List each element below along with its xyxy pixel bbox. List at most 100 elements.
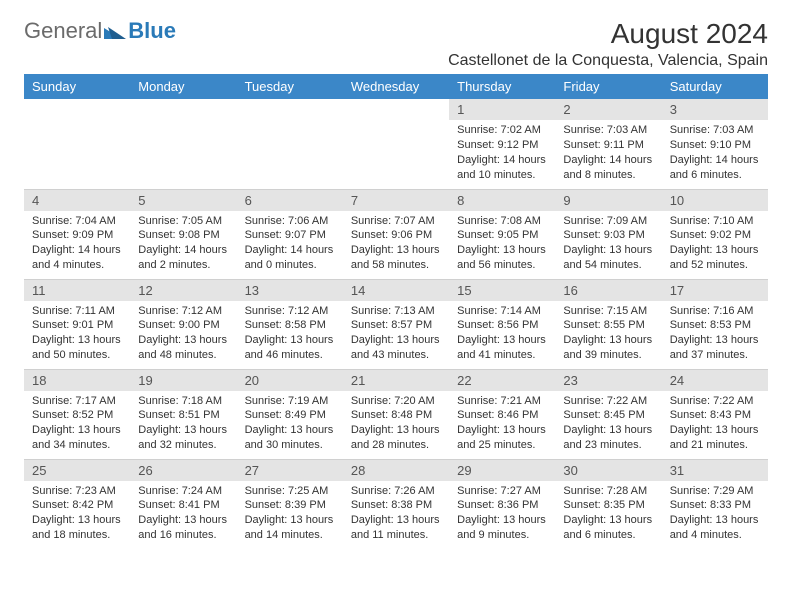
day-info: Sunrise: 7:02 AMSunset: 9:12 PMDaylight:… [449,120,555,187]
calendar-day-cell: 13Sunrise: 7:12 AMSunset: 8:58 PMDayligh… [237,279,343,369]
day-number: 22 [449,370,555,391]
weekday-header-row: SundayMondayTuesdayWednesdayThursdayFrid… [24,74,768,99]
calendar-body: 1Sunrise: 7:02 AMSunset: 9:12 PMDaylight… [24,99,768,549]
day-number: 3 [662,99,768,120]
calendar-day-cell: 1Sunrise: 7:02 AMSunset: 9:12 PMDaylight… [449,99,555,189]
day-number: 18 [24,370,130,391]
calendar-day-cell: 4Sunrise: 7:04 AMSunset: 9:09 PMDaylight… [24,189,130,279]
weekday-header: Thursday [449,74,555,99]
day-info: Sunrise: 7:22 AMSunset: 8:45 PMDaylight:… [555,391,661,458]
day-info: Sunrise: 7:12 AMSunset: 9:00 PMDaylight:… [130,301,236,368]
day-number: 25 [24,460,130,481]
day-number: 5 [130,190,236,211]
day-info: Sunrise: 7:25 AMSunset: 8:39 PMDaylight:… [237,481,343,548]
calendar-day-cell: 6Sunrise: 7:06 AMSunset: 9:07 PMDaylight… [237,189,343,279]
day-number: 9 [555,190,661,211]
day-number: 4 [24,190,130,211]
calendar-day-cell: 26Sunrise: 7:24 AMSunset: 8:41 PMDayligh… [130,459,236,549]
calendar-day-cell: 2Sunrise: 7:03 AMSunset: 9:11 PMDaylight… [555,99,661,189]
day-info: Sunrise: 7:03 AMSunset: 9:10 PMDaylight:… [662,120,768,187]
calendar-day-cell [343,99,449,189]
calendar-week-row: 18Sunrise: 7:17 AMSunset: 8:52 PMDayligh… [24,369,768,459]
calendar-day-cell: 9Sunrise: 7:09 AMSunset: 9:03 PMDaylight… [555,189,661,279]
calendar-day-cell: 7Sunrise: 7:07 AMSunset: 9:06 PMDaylight… [343,189,449,279]
day-info: Sunrise: 7:18 AMSunset: 8:51 PMDaylight:… [130,391,236,458]
day-number: 15 [449,280,555,301]
day-number: 11 [24,280,130,301]
calendar-head: SundayMondayTuesdayWednesdayThursdayFrid… [24,74,768,99]
day-number: 19 [130,370,236,391]
day-number: 27 [237,460,343,481]
day-info: Sunrise: 7:20 AMSunset: 8:48 PMDaylight:… [343,391,449,458]
day-number: 16 [555,280,661,301]
day-info: Sunrise: 7:04 AMSunset: 9:09 PMDaylight:… [24,211,130,278]
day-info: Sunrise: 7:16 AMSunset: 8:53 PMDaylight:… [662,301,768,368]
calendar-day-cell: 23Sunrise: 7:22 AMSunset: 8:45 PMDayligh… [555,369,661,459]
day-info: Sunrise: 7:24 AMSunset: 8:41 PMDaylight:… [130,481,236,548]
day-number: 1 [449,99,555,120]
calendar-day-cell: 31Sunrise: 7:29 AMSunset: 8:33 PMDayligh… [662,459,768,549]
calendar-day-cell: 22Sunrise: 7:21 AMSunset: 8:46 PMDayligh… [449,369,555,459]
calendar-day-cell: 5Sunrise: 7:05 AMSunset: 9:08 PMDaylight… [130,189,236,279]
calendar-day-cell: 29Sunrise: 7:27 AMSunset: 8:36 PMDayligh… [449,459,555,549]
calendar-week-row: 11Sunrise: 7:11 AMSunset: 9:01 PMDayligh… [24,279,768,369]
calendar-day-cell: 20Sunrise: 7:19 AMSunset: 8:49 PMDayligh… [237,369,343,459]
day-info: Sunrise: 7:28 AMSunset: 8:35 PMDaylight:… [555,481,661,548]
day-info: Sunrise: 7:21 AMSunset: 8:46 PMDaylight:… [449,391,555,458]
day-number: 21 [343,370,449,391]
day-info: Sunrise: 7:08 AMSunset: 9:05 PMDaylight:… [449,211,555,278]
month-title: August 2024 [448,18,768,50]
weekday-header: Sunday [24,74,130,99]
weekday-header: Monday [130,74,236,99]
day-number: 8 [449,190,555,211]
day-info: Sunrise: 7:15 AMSunset: 8:55 PMDaylight:… [555,301,661,368]
calendar-day-cell [237,99,343,189]
calendar-day-cell: 16Sunrise: 7:15 AMSunset: 8:55 PMDayligh… [555,279,661,369]
calendar-day-cell: 8Sunrise: 7:08 AMSunset: 9:05 PMDaylight… [449,189,555,279]
calendar-day-cell: 24Sunrise: 7:22 AMSunset: 8:43 PMDayligh… [662,369,768,459]
weekday-header: Tuesday [237,74,343,99]
day-info: Sunrise: 7:14 AMSunset: 8:56 PMDaylight:… [449,301,555,368]
weekday-header: Friday [555,74,661,99]
calendar-day-cell: 3Sunrise: 7:03 AMSunset: 9:10 PMDaylight… [662,99,768,189]
day-number: 28 [343,460,449,481]
calendar-day-cell: 10Sunrise: 7:10 AMSunset: 9:02 PMDayligh… [662,189,768,279]
day-info: Sunrise: 7:10 AMSunset: 9:02 PMDaylight:… [662,211,768,278]
calendar-day-cell: 27Sunrise: 7:25 AMSunset: 8:39 PMDayligh… [237,459,343,549]
calendar-day-cell [24,99,130,189]
weekday-header: Saturday [662,74,768,99]
brand-part2: Blue [128,18,176,44]
day-number: 30 [555,460,661,481]
location-subtitle: Castellonet de la Conquesta, Valencia, S… [448,52,768,70]
calendar-day-cell: 25Sunrise: 7:23 AMSunset: 8:42 PMDayligh… [24,459,130,549]
day-number: 31 [662,460,768,481]
weekday-header: Wednesday [343,74,449,99]
calendar-day-cell: 17Sunrise: 7:16 AMSunset: 8:53 PMDayligh… [662,279,768,369]
calendar-day-cell: 12Sunrise: 7:12 AMSunset: 9:00 PMDayligh… [130,279,236,369]
day-number: 20 [237,370,343,391]
day-number: 12 [130,280,236,301]
day-info: Sunrise: 7:03 AMSunset: 9:11 PMDaylight:… [555,120,661,187]
page-header: General Blue August 2024 Castellonet de … [24,18,768,70]
day-number: 17 [662,280,768,301]
day-number: 7 [343,190,449,211]
day-info: Sunrise: 7:06 AMSunset: 9:07 PMDaylight:… [237,211,343,278]
day-number: 24 [662,370,768,391]
calendar-day-cell: 18Sunrise: 7:17 AMSunset: 8:52 PMDayligh… [24,369,130,459]
day-info: Sunrise: 7:29 AMSunset: 8:33 PMDaylight:… [662,481,768,548]
calendar-day-cell: 19Sunrise: 7:18 AMSunset: 8:51 PMDayligh… [130,369,236,459]
day-info: Sunrise: 7:22 AMSunset: 8:43 PMDaylight:… [662,391,768,458]
day-number: 26 [130,460,236,481]
day-number: 14 [343,280,449,301]
calendar-day-cell: 28Sunrise: 7:26 AMSunset: 8:38 PMDayligh… [343,459,449,549]
title-block: August 2024 Castellonet de la Conquesta,… [448,18,768,70]
calendar-week-row: 1Sunrise: 7:02 AMSunset: 9:12 PMDaylight… [24,99,768,189]
calendar-table: SundayMondayTuesdayWednesdayThursdayFrid… [24,74,768,549]
day-info: Sunrise: 7:05 AMSunset: 9:08 PMDaylight:… [130,211,236,278]
day-number: 10 [662,190,768,211]
day-info: Sunrise: 7:13 AMSunset: 8:57 PMDaylight:… [343,301,449,368]
logo-triangle-icon [104,23,126,39]
day-info: Sunrise: 7:09 AMSunset: 9:03 PMDaylight:… [555,211,661,278]
day-info: Sunrise: 7:19 AMSunset: 8:49 PMDaylight:… [237,391,343,458]
calendar-day-cell: 30Sunrise: 7:28 AMSunset: 8:35 PMDayligh… [555,459,661,549]
